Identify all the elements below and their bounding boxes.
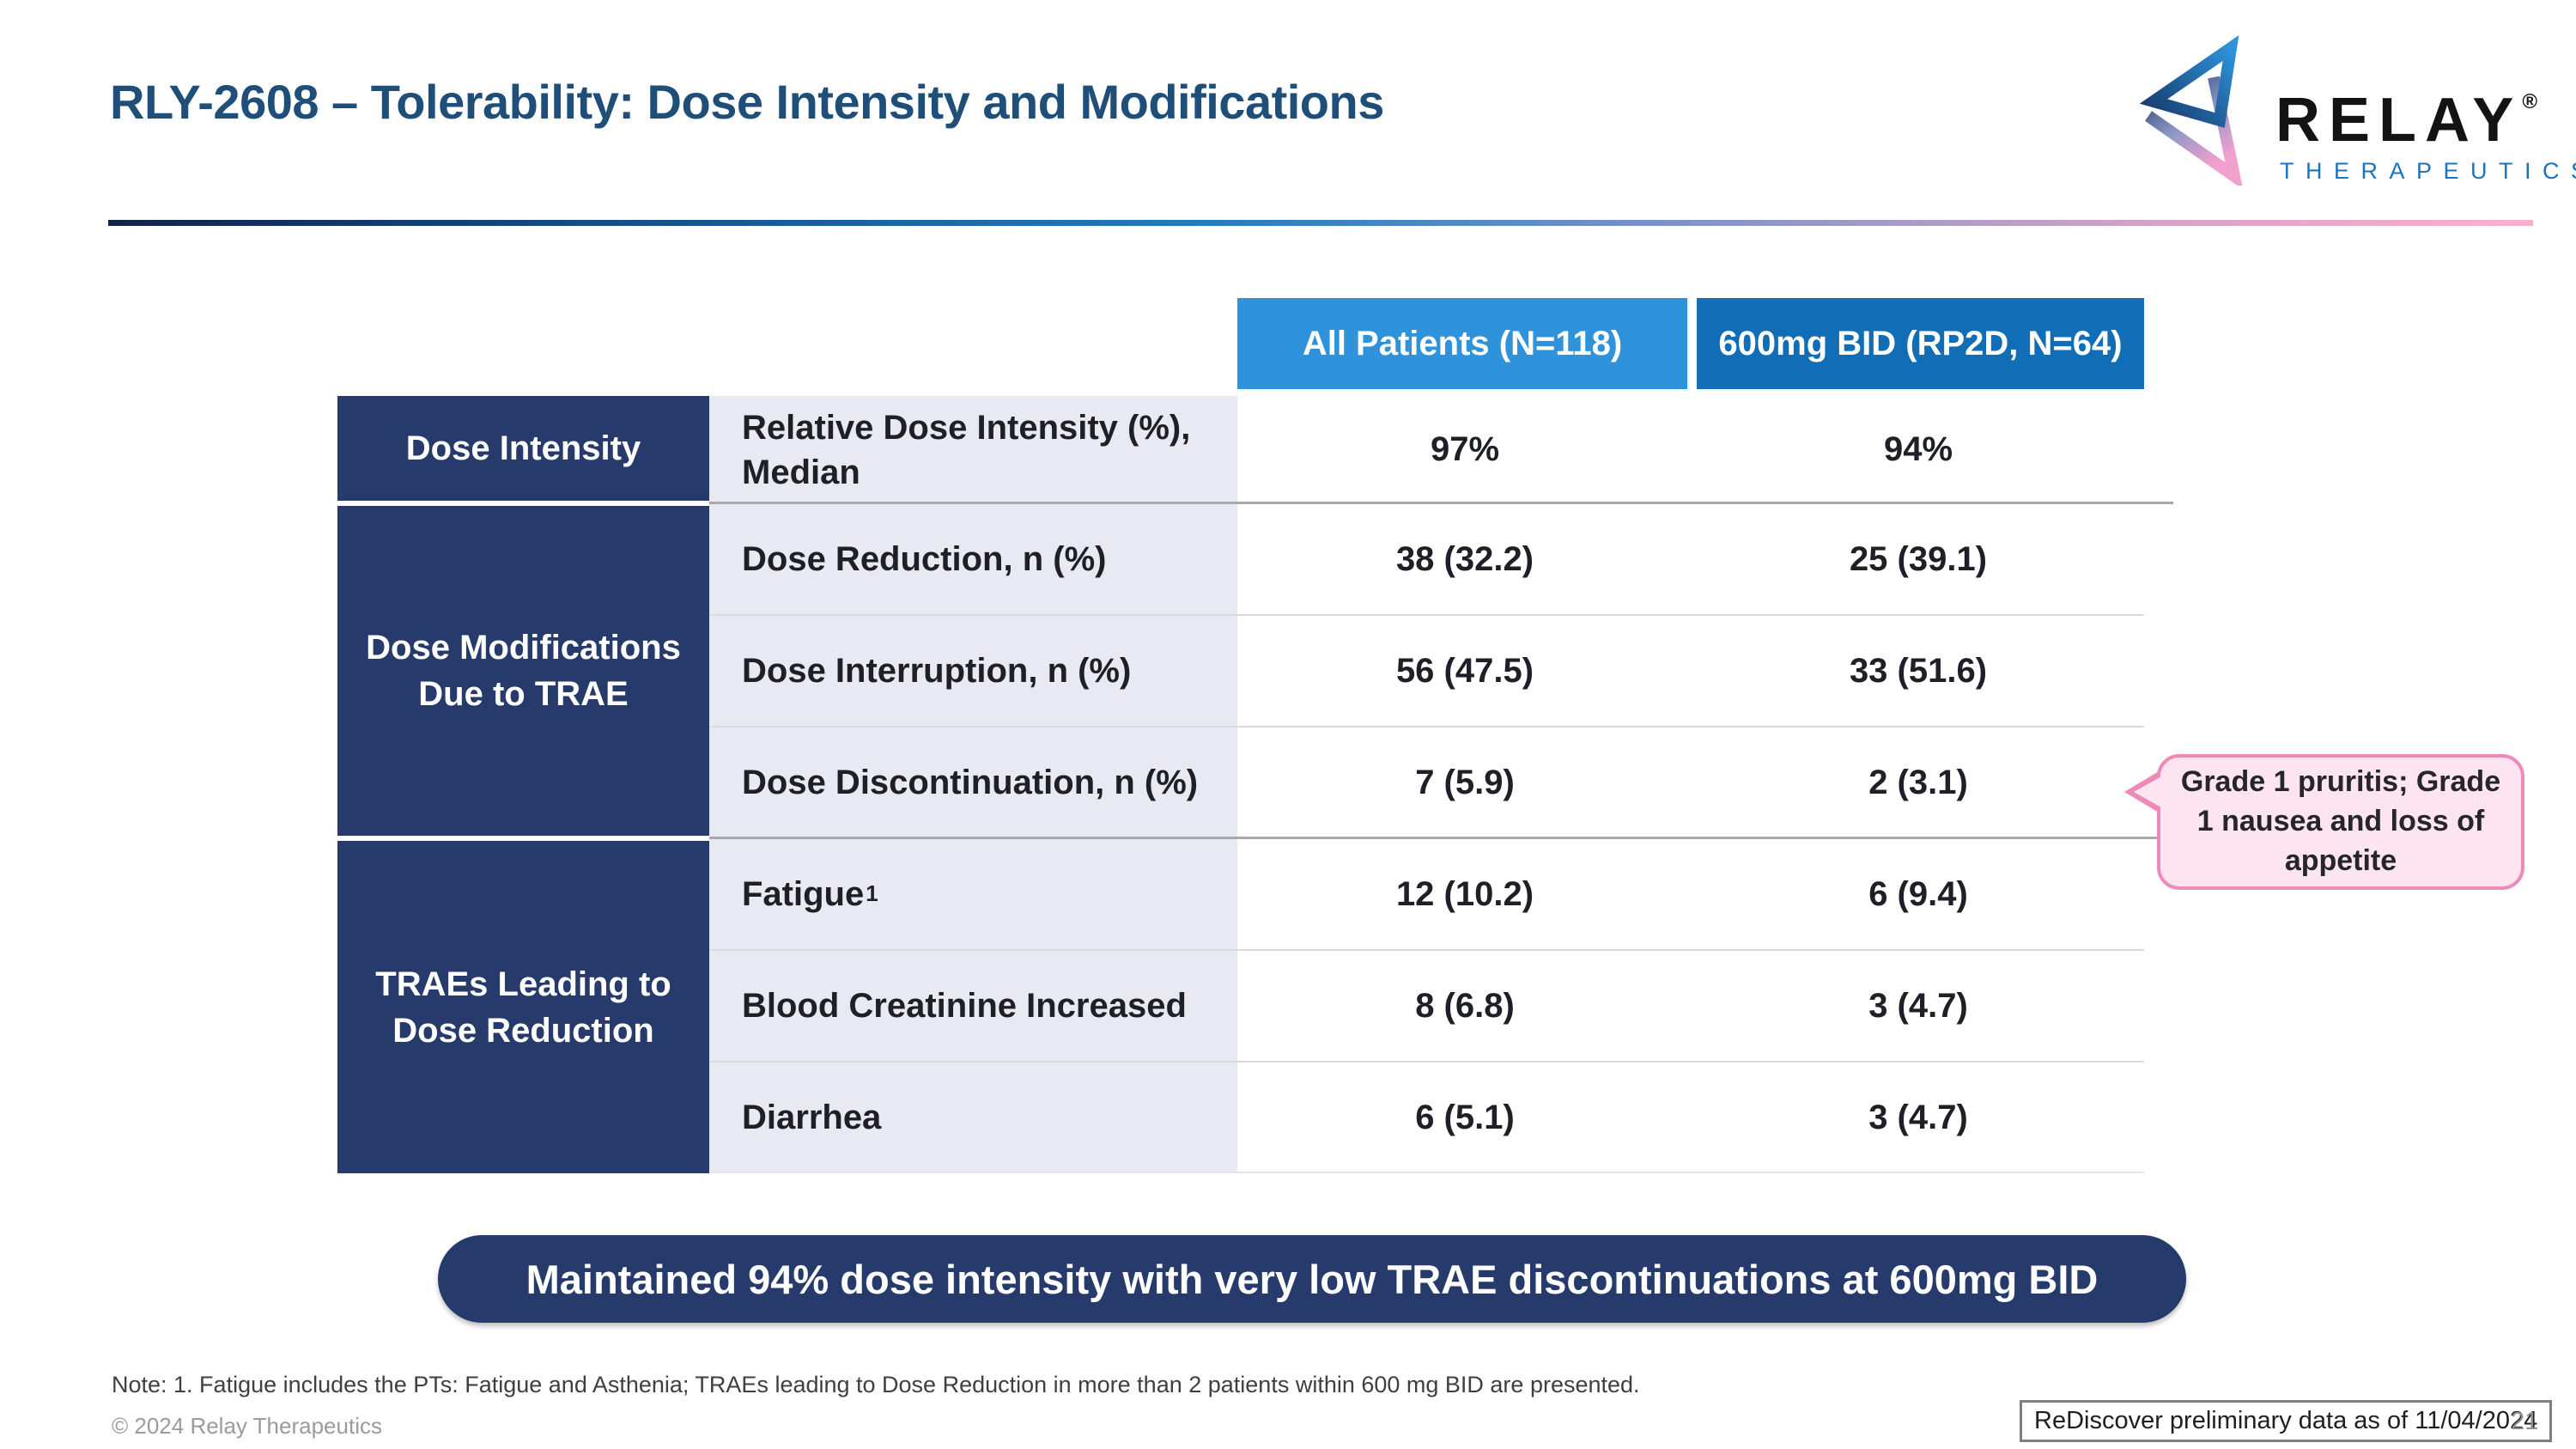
- row-label: Dose Interruption, n (%): [709, 615, 1237, 727]
- table-cell: 56 (47.5): [1395, 651, 1534, 690]
- row-label: Relative Dose Intensity (%), Median: [709, 396, 1237, 503]
- footnote: Note: 1. Fatigue includes the PTs: Fatig…: [112, 1372, 1640, 1397]
- logo-wordmark: RELAY®: [2275, 86, 2538, 155]
- column-header-600mg-bid: 600mg BID (RP2D, N=64): [1697, 298, 2144, 389]
- table-cell: 6 (9.4): [1868, 874, 1968, 913]
- copyright: © 2024 Relay Therapeutics: [112, 1413, 382, 1439]
- table-cell: 3 (4.7): [1868, 986, 1968, 1025]
- table-cell: 6 (5.1): [1415, 1098, 1515, 1136]
- summary-banner: Maintained 94% dose intensity with very …: [438, 1235, 2186, 1323]
- dose-table: All Patients (N=118) 600mg BID (RP2D, N=…: [337, 298, 2173, 1173]
- page-number: 21: [2511, 1408, 2539, 1435]
- section-label-dose-intensity: Dose Intensity: [337, 396, 709, 501]
- data-source-box: ReDiscover preliminary data as of 11/04/…: [2020, 1400, 2553, 1442]
- table-cell: 2 (3.1): [1868, 763, 1968, 801]
- page-title: RLY-2608 – Tolerability: Dose Intensity …: [110, 75, 1384, 129]
- table-cell: 25 (39.1): [1849, 539, 1988, 578]
- table-cell: 33 (51.6): [1849, 651, 1988, 690]
- column-header-all-patients: All Patients (N=118): [1237, 298, 1687, 389]
- row-label: Fatigue 1: [709, 838, 1237, 950]
- table-cell: 38 (32.2): [1395, 539, 1534, 578]
- section-label-traes: TRAEs Leading to Dose Reduction: [337, 841, 709, 1173]
- row-divider: [709, 1061, 2144, 1062]
- table-cell: 12 (10.2): [1395, 874, 1534, 913]
- section-divider: [709, 502, 2173, 504]
- summary-banner-text: Maintained 94% dose intensity with very …: [526, 1256, 2099, 1302]
- relay-logo: RELAY® THERAPEUTICS: [2140, 33, 2576, 196]
- row-divider: [709, 726, 2144, 728]
- table-cell: 94%: [1883, 430, 1953, 468]
- title-divider-gradient: [108, 220, 2533, 226]
- table-cell: 97%: [1430, 430, 1500, 468]
- section-divider: [709, 837, 2173, 839]
- table-bottom-divider: [709, 1172, 2144, 1173]
- table-cell: 3 (4.7): [1868, 1098, 1968, 1136]
- row-label: Dose Discontinuation, n (%): [709, 727, 1237, 838]
- row-label: Dose Reduction, n (%): [709, 503, 1237, 615]
- row-label-text: Fatigue: [742, 875, 865, 913]
- row-divider: [709, 949, 2144, 951]
- table-cell: 8 (6.8): [1415, 986, 1515, 1025]
- section-label-dose-modifications: Dose Modifications Due to TRAE: [337, 506, 709, 836]
- logo-subtitle: THERAPEUTICS: [2280, 158, 2576, 184]
- table-cell: 7 (5.9): [1415, 763, 1515, 801]
- callout-bubble: Grade 1 pruritis; Grade 1 nausea and los…: [2124, 754, 2524, 890]
- relay-arrow-icon: [2140, 35, 2243, 186]
- row-divider: [709, 614, 2144, 616]
- row-label: Blood Creatinine Increased: [709, 950, 1237, 1062]
- row-label: Diarrhea: [709, 1062, 1237, 1173]
- footnote-marker: 1: [866, 880, 878, 907]
- callout-text: Grade 1 pruritis; Grade 1 nausea and los…: [2180, 765, 2501, 877]
- registered-mark: ®: [2522, 90, 2538, 113]
